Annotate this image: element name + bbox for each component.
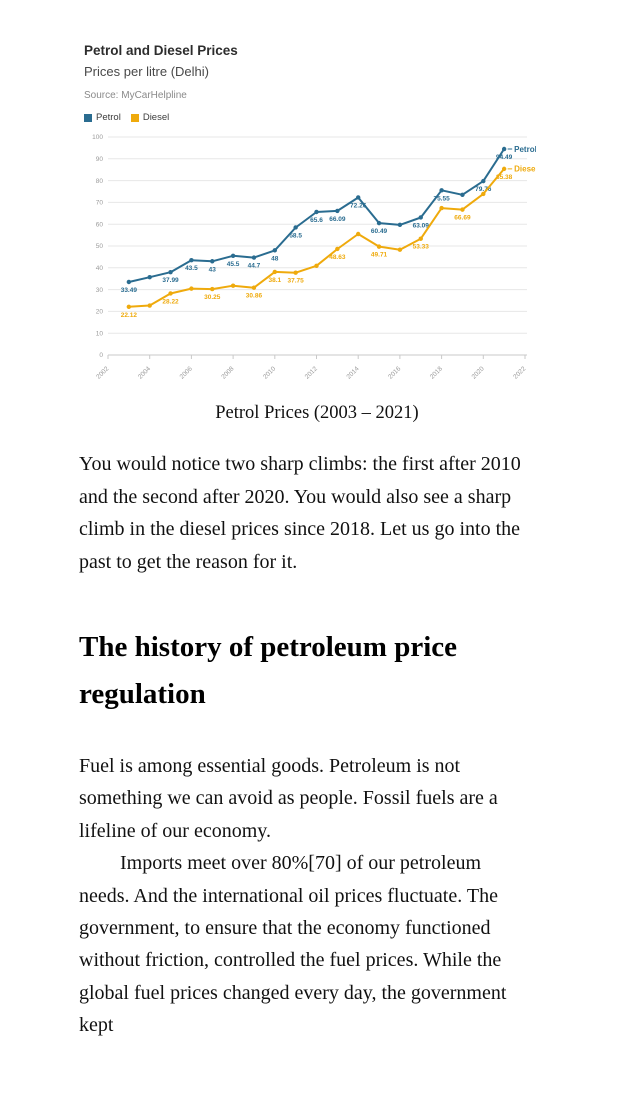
- svg-text:100: 100: [92, 135, 103, 142]
- svg-text:2014: 2014: [345, 366, 360, 381]
- diesel-swatch-icon: [130, 113, 139, 122]
- chart-source: Source: MyCarHelpline: [84, 90, 187, 102]
- svg-text:2020: 2020: [471, 366, 486, 381]
- svg-text:33.49: 33.49: [121, 287, 138, 294]
- svg-text:75.55: 75.55: [433, 196, 450, 203]
- svg-text:37.75: 37.75: [288, 278, 305, 285]
- svg-text:45.5: 45.5: [227, 261, 240, 268]
- svg-text:30: 30: [96, 287, 104, 294]
- section-heading: The history of petroleum price regulatio…: [79, 631, 458, 710]
- svg-text:22.12: 22.12: [121, 312, 138, 319]
- paragraph-imports: Imports meet over 80%[70] of our petrole…: [79, 852, 507, 1037]
- svg-text:70: 70: [96, 200, 104, 207]
- chart-subtitle: Prices per litre (Delhi): [84, 63, 209, 79]
- svg-text:2008: 2008: [220, 366, 235, 381]
- svg-text:0: 0: [99, 353, 103, 360]
- paragraph-observations: You would notice two sharp climbs: the f…: [79, 453, 521, 573]
- petrol-diesel-price-chart: 0 10 20 30 40 50 60 70 80 90 100 2002 2004 2006 2008 20…: [92, 135, 536, 381]
- svg-text:60.49: 60.49: [371, 229, 388, 236]
- svg-text:50: 50: [96, 244, 104, 251]
- svg-text:10: 10: [96, 331, 104, 338]
- chart-legend: Petrol Diesel: [84, 112, 544, 123]
- svg-text:49.71: 49.71: [371, 252, 388, 259]
- svg-text:44.7: 44.7: [248, 263, 261, 270]
- article-body: You would notice two sharp climbs: the f…: [79, 448, 536, 1041]
- svg-text:66.69: 66.69: [454, 215, 471, 222]
- svg-text:43: 43: [209, 267, 217, 274]
- svg-text:79.76: 79.76: [475, 187, 492, 194]
- svg-text:2016: 2016: [387, 366, 402, 381]
- chart-caption: Petrol Prices (2003 – 2021): [215, 403, 419, 424]
- svg-text:60: 60: [96, 222, 104, 229]
- svg-text:80: 80: [96, 178, 104, 185]
- svg-text:2022: 2022: [512, 366, 527, 381]
- svg-text:28.22: 28.22: [162, 299, 179, 306]
- svg-text:40: 40: [96, 265, 104, 272]
- svg-text:2018: 2018: [429, 366, 444, 381]
- svg-text:63.09: 63.09: [413, 223, 430, 230]
- svg-text:Petrol: Petrol: [514, 145, 536, 154]
- svg-text:37.99: 37.99: [162, 278, 179, 285]
- svg-text:2012: 2012: [304, 366, 319, 381]
- svg-text:2010: 2010: [262, 366, 277, 381]
- svg-text:53.33: 53.33: [413, 244, 430, 251]
- svg-text:58.5: 58.5: [289, 233, 302, 240]
- article-page: { "chart": { "title": "Petrol and Diesel…: [0, 43, 634, 1093]
- price-chart-figure: Petrol and Diesel Prices Prices per litr…: [84, 43, 544, 389]
- svg-text:90: 90: [96, 156, 104, 163]
- svg-text:48.63: 48.63: [329, 254, 346, 261]
- svg-text:Diesel: Diesel: [514, 165, 536, 174]
- legend-item-diesel: Diesel: [130, 112, 170, 124]
- svg-text:2002: 2002: [95, 366, 110, 381]
- svg-text:43.5: 43.5: [185, 266, 198, 273]
- svg-text:2006: 2006: [179, 366, 194, 381]
- svg-text:48: 48: [271, 256, 279, 263]
- svg-text:20: 20: [96, 309, 104, 316]
- svg-text:85.38: 85.38: [496, 174, 513, 181]
- svg-text:30.25: 30.25: [204, 295, 221, 302]
- svg-text:72.26: 72.26: [350, 203, 367, 210]
- svg-text:66.09: 66.09: [329, 216, 346, 223]
- svg-text:2004: 2004: [137, 366, 152, 381]
- legend-petrol-label: Petrol: [96, 112, 121, 124]
- svg-text:30.86: 30.86: [246, 293, 263, 300]
- svg-text:65.6: 65.6: [310, 217, 323, 224]
- svg-text:38.1: 38.1: [268, 277, 281, 284]
- chart-title: Petrol and Diesel Prices: [84, 43, 238, 58]
- svg-text:94.49: 94.49: [496, 154, 513, 161]
- legend-item-petrol: Petrol: [84, 112, 121, 123]
- paragraph-fuel-essential: Fuel is among essential goods. Petroleum…: [79, 754, 498, 842]
- legend-diesel-label: Diesel: [142, 112, 170, 124]
- petrol-swatch-icon: [84, 113, 92, 122]
